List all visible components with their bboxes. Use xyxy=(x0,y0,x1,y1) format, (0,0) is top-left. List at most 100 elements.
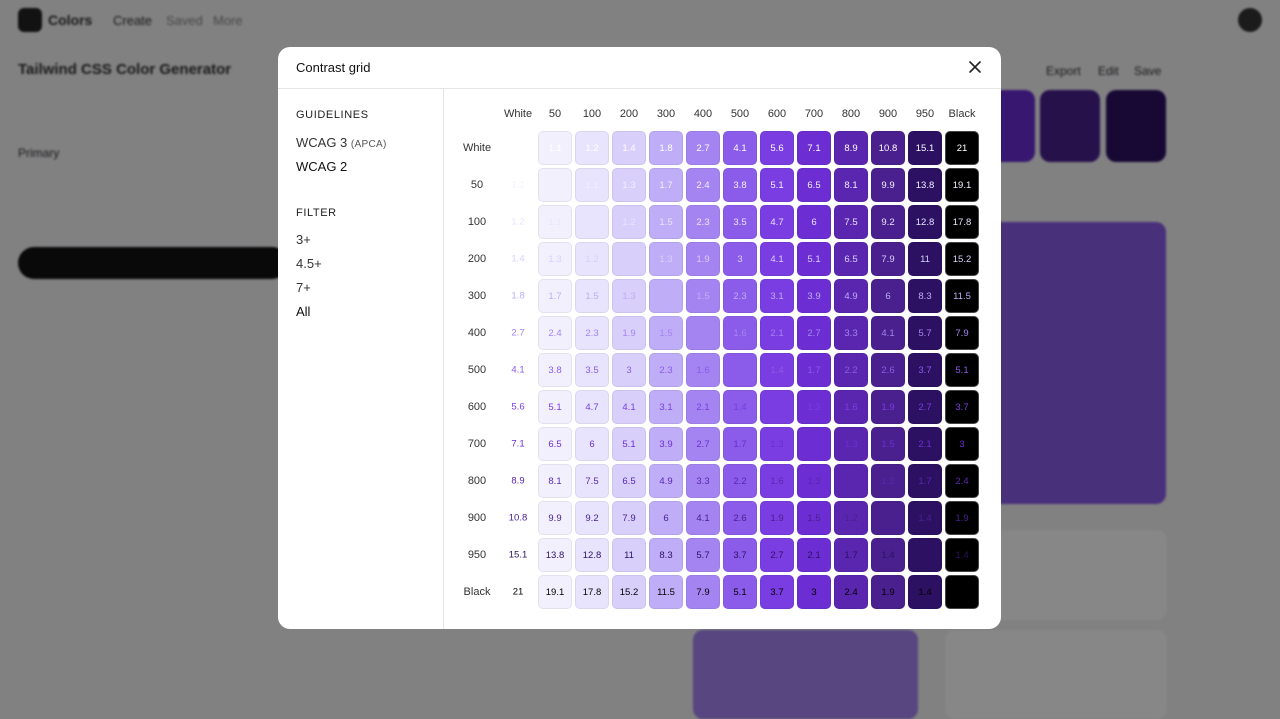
contrast-cell: 4.1 xyxy=(612,390,646,424)
contrast-cell: 7.9 xyxy=(871,242,905,276)
contrast-cell: 3.3 xyxy=(834,316,868,350)
row-header: Black xyxy=(463,586,491,598)
contrast-cell: 3.8 xyxy=(538,353,572,387)
option-note: (APCA) xyxy=(350,139,387,150)
contrast-cell: 3.5 xyxy=(575,353,609,387)
contrast-cell: 5.1 xyxy=(945,353,979,387)
modal-title: Contrast grid xyxy=(296,60,371,75)
contrast-cell: 2.7 xyxy=(686,427,720,461)
filter-option[interactable]: All xyxy=(296,304,311,319)
contrast-cell: 1.5 xyxy=(649,205,683,239)
brand: Colors xyxy=(48,12,93,28)
contrast-cell: 1.3 xyxy=(612,168,646,202)
contrast-cell: 2.2 xyxy=(723,464,757,498)
contrast-cell: 7.5 xyxy=(834,205,868,239)
filter-option[interactable]: 3+ xyxy=(296,232,311,247)
close-button[interactable] xyxy=(967,59,983,75)
card xyxy=(693,630,918,719)
contrast-cell: 9.9 xyxy=(538,501,572,535)
action[interactable]: Export xyxy=(1046,64,1081,78)
contrast-cell: 2.1 xyxy=(908,427,942,461)
contrast-cell: 2.3 xyxy=(723,279,757,313)
contrast-cell: 2.3 xyxy=(686,205,720,239)
guideline-option[interactable]: WCAG 3 (APCA) xyxy=(296,135,387,150)
column-header: 100 xyxy=(582,108,602,120)
contrast-cell: 13.8 xyxy=(908,168,942,202)
contrast-cell: 3.7 xyxy=(723,538,757,572)
contrast-value: 4.1 xyxy=(511,364,525,376)
section-heading: GUIDELINES xyxy=(296,109,369,121)
contrast-cell: 1.2 xyxy=(612,205,646,239)
contrast-cell xyxy=(538,168,572,202)
contrast-cell: 2.4 xyxy=(945,464,979,498)
contrast-cell: 2.1 xyxy=(760,316,794,350)
contrast-value: 8.9 xyxy=(511,475,525,487)
contrast-cell: 1.3 xyxy=(538,242,572,276)
contrast-cell: 1.4 xyxy=(908,501,942,535)
nav-item[interactable]: Create xyxy=(113,13,153,28)
contrast-cell xyxy=(575,205,609,239)
contrast-cell: 2.3 xyxy=(575,316,609,350)
contrast-cell: 15.2 xyxy=(945,242,979,276)
contrast-cell: 1.5 xyxy=(871,427,905,461)
contrast-cell: 1.3 xyxy=(797,390,831,424)
contrast-cell xyxy=(723,353,757,387)
contrast-cell: 1.8 xyxy=(649,131,683,165)
contrast-cell: 1.1 xyxy=(538,131,572,165)
action[interactable]: Edit xyxy=(1098,64,1119,78)
contrast-cell: 2.4 xyxy=(538,316,572,350)
filter-option[interactable]: 7+ xyxy=(296,280,311,295)
contrast-cell: 3.9 xyxy=(797,279,831,313)
button xyxy=(18,247,288,279)
contrast-cell: 9.9 xyxy=(871,168,905,202)
nav-item[interactable]: More xyxy=(213,13,243,28)
contrast-cell: 1.4 xyxy=(871,538,905,572)
filter-option[interactable]: 4.5+ xyxy=(296,256,322,271)
contrast-cell xyxy=(612,242,646,276)
contrast-cell: 2.3 xyxy=(649,353,683,387)
contrast-cell: 11 xyxy=(612,538,646,572)
contrast-cell: 7.5 xyxy=(575,464,609,498)
contrast-cell: 5.1 xyxy=(538,390,572,424)
contrast-cell: 2.4 xyxy=(834,575,868,609)
contrast-cell: 1.3 xyxy=(834,427,868,461)
contrast-cell: 2.7 xyxy=(797,316,831,350)
contrast-cell: 4.1 xyxy=(723,131,757,165)
contrast-cell: 6.5 xyxy=(538,427,572,461)
contrast-cell: 1.7 xyxy=(797,353,831,387)
contrast-cell: 19.1 xyxy=(945,168,979,202)
column-header: 800 xyxy=(841,108,861,120)
guideline-option[interactable]: WCAG 2 xyxy=(296,159,347,174)
contrast-cell: 1.9 xyxy=(871,390,905,424)
contrast-value: 7.1 xyxy=(511,438,525,450)
contrast-cell: 9.2 xyxy=(871,205,905,239)
contrast-cell: 2.7 xyxy=(908,390,942,424)
section-heading: FILTER xyxy=(296,207,337,219)
row-header: 950 xyxy=(467,549,487,561)
contrast-cell: 1.4 xyxy=(723,390,757,424)
contrast-cell: 7.9 xyxy=(945,316,979,350)
column-header: 400 xyxy=(693,108,713,120)
contrast-cell: 4.7 xyxy=(575,390,609,424)
contrast-cell xyxy=(686,316,720,350)
contrast-cell: 1.1 xyxy=(538,205,572,239)
contrast-cell: 3 xyxy=(797,575,831,609)
contrast-cell: 6.5 xyxy=(797,168,831,202)
column-header: 500 xyxy=(730,108,750,120)
contrast-cell: 1.2 xyxy=(575,242,609,276)
contrast-cell: 11 xyxy=(908,242,942,276)
contrast-cell: 12.8 xyxy=(575,538,609,572)
contrast-cell: 6.5 xyxy=(612,464,646,498)
contrast-cell: 17.8 xyxy=(945,205,979,239)
action[interactable]: Save xyxy=(1134,64,1162,78)
card xyxy=(990,222,1166,504)
contrast-cell: 2.1 xyxy=(686,390,720,424)
page-title: Tailwind CSS Color Generator xyxy=(18,61,232,78)
contrast-cell: 11.5 xyxy=(649,575,683,609)
contrast-cell: 1.7 xyxy=(834,538,868,572)
contrast-cell: 1.7 xyxy=(723,427,757,461)
nav-item[interactable]: Saved xyxy=(166,13,203,28)
contrast-cell: 2.7 xyxy=(686,131,720,165)
column-header: White xyxy=(503,108,533,120)
contrast-cell: 1.7 xyxy=(538,279,572,313)
